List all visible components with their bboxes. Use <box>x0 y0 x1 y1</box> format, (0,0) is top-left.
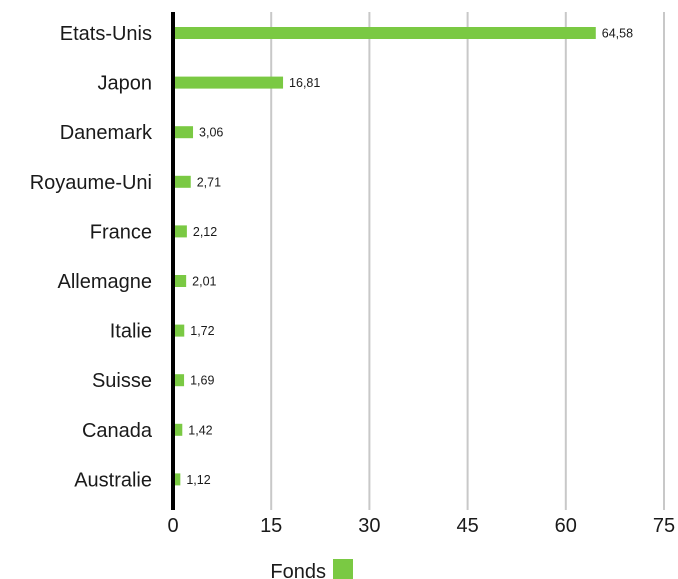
category-label-danemark: Danemark <box>60 122 153 144</box>
bar-suisse <box>173 374 185 387</box>
bar-canada <box>173 423 183 436</box>
x-tick-label-0: 0 <box>167 515 178 537</box>
category-label-etats-unis: Etats-Unis <box>60 23 152 45</box>
legend-swatch-fonds <box>333 559 353 579</box>
category-label-australie: Australie <box>74 469 152 491</box>
value-label-danemark: 3,06 <box>199 126 223 140</box>
category-label-canada: Canada <box>82 420 153 442</box>
category-label-allemagne: Allemagne <box>57 271 152 293</box>
bar-japon <box>173 76 284 89</box>
bar-australie <box>173 473 181 486</box>
category-label-italie: Italie <box>110 321 152 343</box>
x-tick-labels: 0 15 30 45 60 75 <box>167 515 675 537</box>
x-tick-label-15: 15 <box>260 515 282 537</box>
bar-etats-unis <box>173 27 596 39</box>
bars <box>173 27 596 486</box>
category-labels: Etats-Unis Japon Danemark Royaume-Uni France… <box>30 23 153 491</box>
grid-lines <box>270 12 665 510</box>
value-label-canada: 1,42 <box>188 423 212 437</box>
bar-france <box>173 225 187 238</box>
category-label-france: France <box>90 221 152 243</box>
value-label-australie: 1,12 <box>186 473 210 487</box>
legend-label-fonds: Fonds <box>270 561 326 579</box>
value-label-france: 2,12 <box>193 225 217 239</box>
value-label-allemagne: 2,01 <box>192 275 216 289</box>
value-label-royaume-uni: 2,71 <box>197 175 221 189</box>
x-tick-label-45: 45 <box>456 515 478 537</box>
value-label-italie: 1,72 <box>190 324 214 338</box>
bar-royaume-uni <box>173 175 191 188</box>
bar-italie <box>173 324 185 337</box>
value-labels: 64,58 16,81 3,06 2,71 2,12 2,01 1,72 1,69 1,42 1,… <box>186 27 633 487</box>
x-tick-label-60: 60 <box>555 515 577 537</box>
bar-danemark <box>173 126 194 139</box>
bar-allemagne <box>173 275 187 287</box>
category-label-royaume-uni: Royaume-Uni <box>30 172 152 194</box>
legend: Fonds <box>270 559 353 579</box>
x-tick-label-30: 30 <box>358 515 380 537</box>
value-label-japon: 16,81 <box>289 76 320 90</box>
category-label-japon: Japon <box>98 73 153 95</box>
category-label-suisse: Suisse <box>92 370 152 392</box>
value-label-suisse: 1,69 <box>190 374 214 388</box>
value-label-etats-unis: 64,58 <box>602 27 633 41</box>
x-tick-label-75: 75 <box>653 515 675 537</box>
